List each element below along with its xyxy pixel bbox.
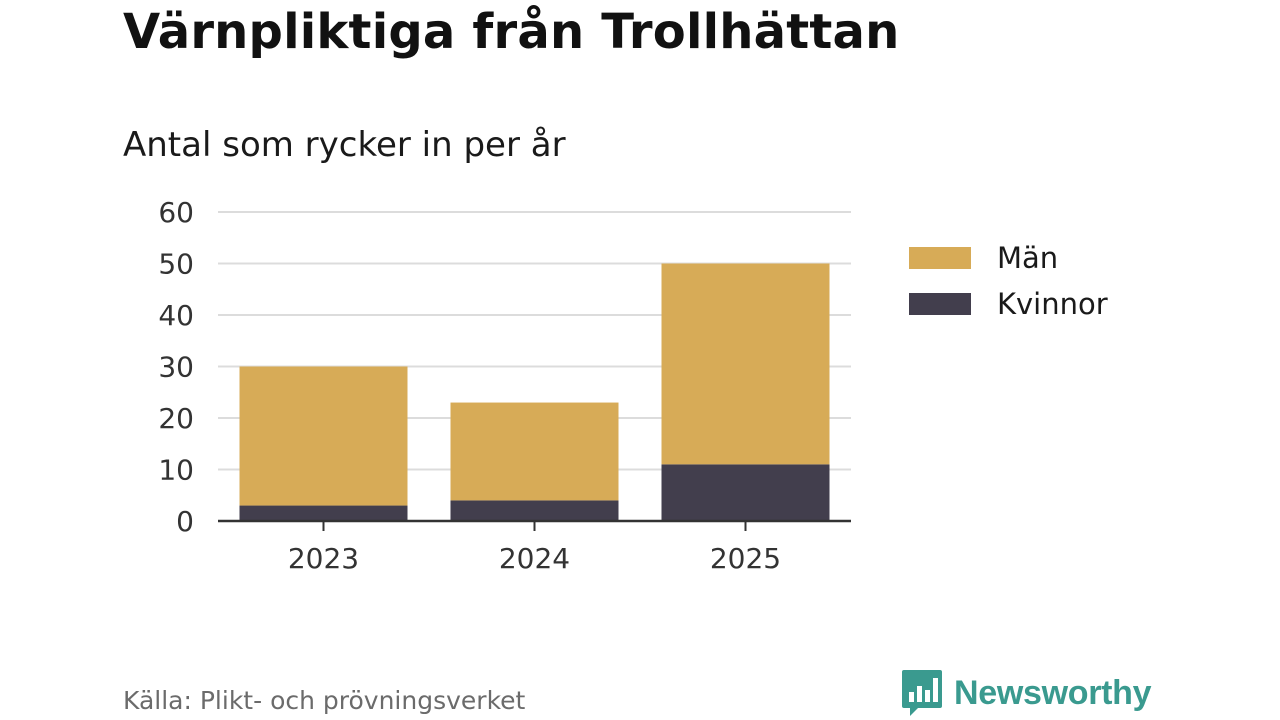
bar-kvinnor-2023 xyxy=(239,505,408,521)
legend-swatch-män xyxy=(909,247,971,269)
legend-label-män: Män xyxy=(997,241,1058,275)
x-tick-label: 2023 xyxy=(288,542,359,575)
legend-label-kvinnor: Kvinnor xyxy=(997,287,1108,321)
chart-subtitle: Antal som rycker in per år xyxy=(123,125,566,165)
bar-kvinnor-2025 xyxy=(661,464,830,521)
x-tick-label: 2025 xyxy=(710,542,781,575)
bar-män-2023 xyxy=(239,366,408,506)
y-tick-label: 0 xyxy=(176,505,194,538)
y-tick-label: 40 xyxy=(158,299,194,332)
bar-män-2025 xyxy=(661,263,830,465)
legend-swatch-kvinnor xyxy=(909,293,971,315)
y-tick-label: 10 xyxy=(158,454,194,487)
bar-män-2024 xyxy=(450,402,619,501)
y-tick-label: 20 xyxy=(158,402,194,435)
y-tick-label: 30 xyxy=(158,351,194,384)
brand-name: Newsworthy xyxy=(954,673,1152,712)
stacked-bar-chart: 0 10 20 30 40 50 60 2023 2024 2025 Män Kvinnor xyxy=(158,196,1108,575)
bar-chart-speech-bubble-icon xyxy=(902,670,942,716)
bars xyxy=(239,263,830,521)
bar-kvinnor-2024 xyxy=(450,500,619,521)
brand-logo: Newsworthy xyxy=(900,668,1152,718)
source-note: Källa: Plikt- och prövningsverket xyxy=(123,686,526,715)
y-tick-label: 60 xyxy=(158,196,194,229)
y-tick-label: 50 xyxy=(158,248,194,281)
legend: Män Kvinnor xyxy=(909,241,1108,321)
chart-title: Värnpliktiga från Trollhättan xyxy=(123,4,900,60)
y-axis-ticks: 0 10 20 30 40 50 60 xyxy=(158,196,194,538)
x-tick-label: 2024 xyxy=(499,542,570,575)
x-axis: 2023 2024 2025 xyxy=(218,519,851,575)
